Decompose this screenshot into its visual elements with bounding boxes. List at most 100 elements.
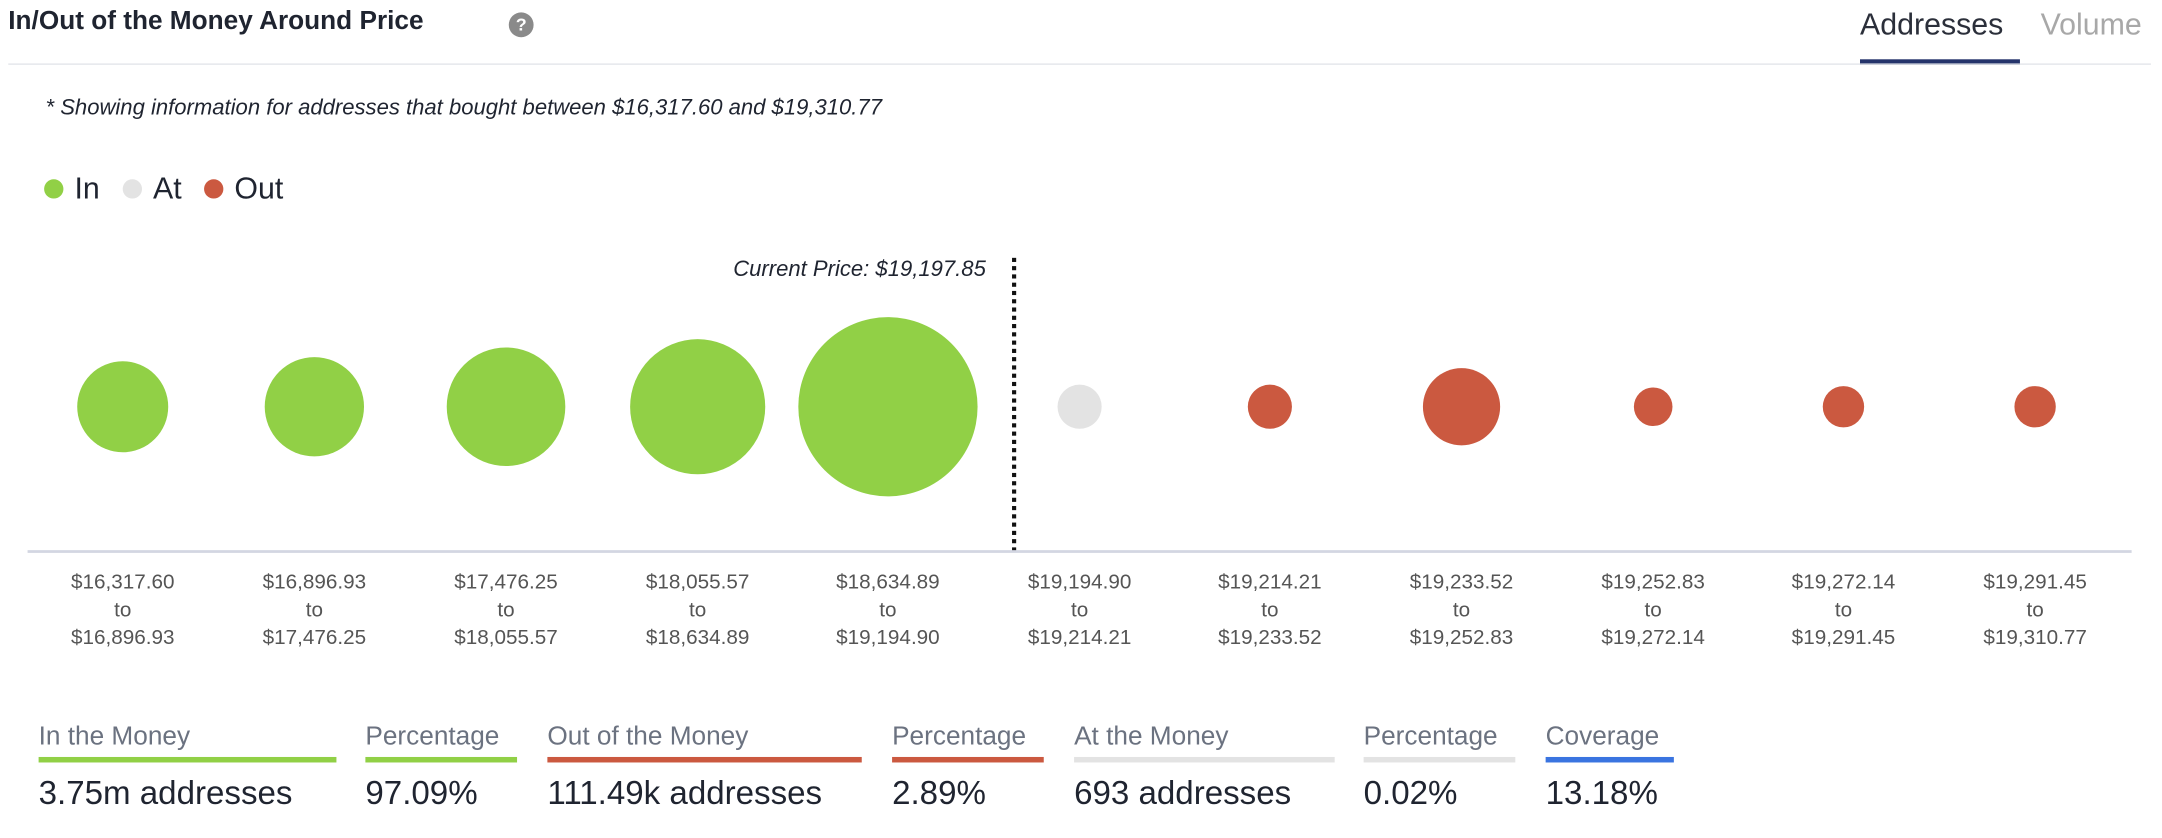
x-tick-label: $19,252.83 to $19,272.14 [1564, 569, 1743, 652]
x-tick-label: $17,476.25 to $18,055.57 [416, 569, 595, 652]
x-tick-sep: to [305, 598, 323, 622]
x-tick-to: $19,214.21 [1027, 625, 1132, 650]
bubble-in[interactable] [264, 357, 365, 457]
x-tick-to: $16,896.93 [70, 625, 175, 650]
stat-color-bar [1545, 756, 1674, 763]
x-tick-from: $16,317.60 [70, 570, 175, 595]
x-tick-to: $19,272.14 [1601, 625, 1705, 650]
x-tick-from: $19,272.14 [1791, 570, 1896, 595]
legend-label: Out [234, 170, 284, 206]
x-tick-to: $19,291.45 [1791, 625, 1896, 650]
legend-label: In [74, 170, 100, 206]
bubble-at[interactable] [1057, 384, 1102, 429]
x-tick-label: $19,233.52 to $19,252.83 [1372, 569, 1551, 652]
stat-value: 3.75m addresses [38, 774, 293, 813]
bubble-out[interactable] [1633, 387, 1673, 427]
question-circle-icon[interactable]: ? [508, 12, 534, 38]
x-tick-label: $16,896.93 to $17,476.25 [225, 569, 404, 652]
legend-dot-in [44, 179, 64, 199]
bubble-out[interactable] [1247, 384, 1292, 429]
stat-label: Coverage [1545, 722, 1660, 752]
bubble-in[interactable] [77, 361, 169, 453]
x-tick-to: $19,310.77 [1983, 625, 2087, 650]
stat-6: Coverage 13.18% [1545, 722, 1674, 813]
x-tick-label: $18,634.89 to $19,194.90 [798, 569, 977, 652]
tab-addresses[interactable]: Addresses [1860, 6, 2004, 42]
current-price-label: Current Price: $19,197.85 [733, 257, 986, 282]
x-tick-to: $19,194.90 [836, 625, 940, 650]
x-tick-sep: to [497, 598, 515, 622]
x-tick-sep: to [689, 598, 707, 622]
x-tick-sep: to [1452, 598, 1471, 622]
legend-dot-out [204, 179, 224, 199]
stat-label: Percentage [365, 722, 500, 752]
x-tick-sep: to [879, 598, 897, 622]
x-tick-to: $18,055.57 [454, 625, 558, 650]
stat-label: In the Money [38, 722, 191, 752]
legend-dot-at [122, 179, 143, 199]
x-tick-to: $17,476.25 [262, 625, 367, 650]
stat-label: Percentage [1363, 722, 1498, 752]
bubble-in[interactable] [630, 339, 766, 475]
x-tick-to: $19,252.83 [1409, 625, 1514, 650]
x-tick-from: $18,055.57 [645, 570, 750, 595]
stat-0: In the Money 3.75m addresses [38, 722, 337, 813]
x-tick-sep: to [1834, 598, 1853, 622]
x-tick-sep: to [1261, 598, 1279, 622]
x-tick-from: $19,252.83 [1601, 570, 1705, 595]
stat-value: 693 addresses [1074, 774, 1292, 813]
stat-label: Out of the Money [547, 722, 749, 752]
x-tick-label: $19,272.14 to $19,291.45 [1754, 569, 1933, 652]
x-tick-label: $19,194.90 to $19,214.21 [990, 569, 1169, 652]
legend-in[interactable]: In [44, 171, 100, 207]
x-tick-from: $16,896.93 [262, 570, 367, 595]
stat-color-bar [1074, 756, 1335, 763]
bubble-out[interactable] [1422, 368, 1501, 446]
x-tick-from: $19,233.52 [1409, 570, 1514, 595]
x-tick-to: $19,233.52 [1218, 625, 1322, 650]
current-price-line [1012, 257, 1017, 552]
legend-at[interactable]: At [122, 170, 182, 207]
stat-label: At the Money [1074, 722, 1229, 752]
stat-value: 2.89% [892, 774, 986, 813]
bubble-in[interactable] [798, 317, 978, 497]
x-axis [27, 550, 2132, 553]
x-tick-label: $18,055.57 to $18,634.89 [608, 569, 787, 652]
stat-value: 13.18% [1545, 774, 1658, 813]
bubble-out[interactable] [2014, 386, 2056, 428]
stat-label: Percentage [892, 722, 1027, 752]
stat-5: Percentage 0.02% [1363, 722, 1516, 813]
stat-4: At the Money 693 addresses [1074, 722, 1335, 813]
widget-title: In/Out of the Money Around Price [8, 6, 424, 36]
bubble-in[interactable] [446, 347, 566, 467]
stat-1: Percentage 97.09% [365, 722, 518, 813]
stat-value: 0.02% [1363, 774, 1458, 813]
active-tab-underline [1860, 59, 2020, 65]
x-tick-from: $19,214.21 [1218, 570, 1322, 595]
x-tick-from: $19,194.90 [1027, 570, 1132, 595]
tab-volume[interactable]: Volume [2040, 6, 2142, 42]
stat-color-bar [365, 756, 518, 763]
stat-2: Out of the Money 111.49k addresses [547, 722, 862, 813]
stat-value: 97.09% [365, 774, 478, 813]
x-tick-sep: to [114, 598, 132, 622]
x-tick-to: $18,634.89 [645, 625, 750, 650]
legend-out[interactable]: Out [204, 171, 283, 207]
stat-color-bar [38, 756, 337, 763]
x-tick-label: $19,291.45 to $19,310.77 [1945, 569, 2124, 652]
stat-value: 111.49k addresses [547, 774, 823, 813]
legend-label: At [153, 170, 182, 206]
x-tick-sep: to [2026, 598, 2044, 622]
x-tick-sep: to [1070, 598, 1089, 622]
x-tick-label: $19,214.21 to $19,233.52 [1180, 569, 1359, 652]
stat-color-bar [547, 756, 862, 763]
x-tick-sep: to [1644, 598, 1662, 622]
stat-color-bar [892, 756, 1044, 763]
x-tick-from: $19,291.45 [1983, 570, 2087, 595]
x-tick-from: $18,634.89 [836, 570, 940, 595]
bubble-out[interactable] [1822, 386, 1865, 428]
stat-color-bar [1363, 756, 1516, 763]
range-note: * Showing information for addresses that… [45, 96, 882, 120]
x-tick-label: $16,317.60 to $16,896.93 [33, 569, 212, 652]
